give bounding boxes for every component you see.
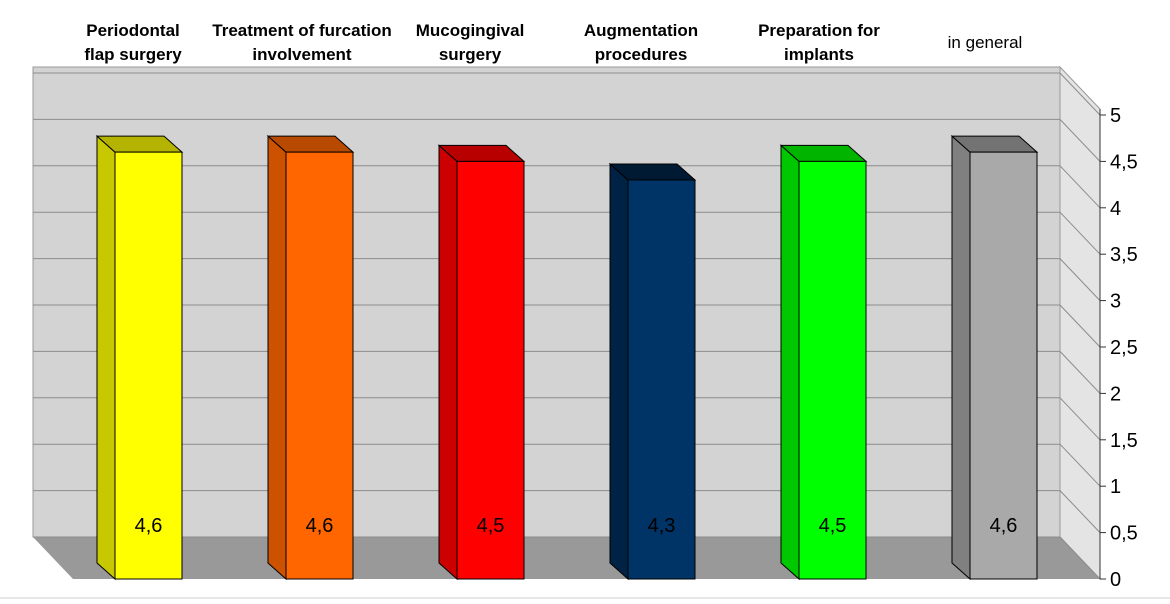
category-label-line: Preparation for [758,21,880,40]
chart-floor [33,537,1100,579]
category-label: Mucogingival surgery [416,21,525,64]
y-axis: 0 0,5 1 1,5 2 2,5 3 3,5 4 4,5 5 [0,105,1170,599]
bar-side [267,135,287,581]
y-tick-label: 2,5 [1110,337,1138,359]
bar-front [114,151,183,580]
y-tick-label: 3 [1110,291,1121,313]
gridlines [33,72,1101,580]
data-label: 4,6 [990,515,1018,537]
bar-front [285,151,354,580]
bar-side [609,162,629,581]
category-label-line: implants [784,45,854,64]
category-label-line: Augmentation [584,21,698,40]
y-tick-label: 4 [1110,198,1121,220]
category-label-line: flap surgery [84,45,182,64]
y-tick-label: 4,5 [1110,151,1138,173]
bar-side [96,135,116,581]
chart-back-wall [32,66,1061,538]
y-tick-label: 1 [1110,476,1121,498]
y-tick-label: 5 [1110,105,1121,127]
data-label: 4,5 [819,515,847,537]
gridline-side [1059,304,1101,348]
category-label: Augmentation procedures [584,21,698,64]
gridline-side [1059,119,1101,162]
bar: 4,5 [437,144,526,581]
category-label-line: Treatment of furcation [212,21,391,40]
category-label-line: Periodontal [86,21,180,40]
y-tick-label: 3,5 [1110,244,1138,266]
bar-side [951,135,971,581]
category-label-line: surgery [439,45,502,64]
category-label: Periodontal flap surgery [84,21,182,64]
bar-front [627,179,696,580]
y-tick-label: 0,5 [1110,523,1138,545]
bars: 4,6 4,6 4,5 4,3 4,5 4,6 [95,135,1039,581]
bar: 4,3 [608,162,697,581]
y-tick-label: 1,5 [1110,430,1138,452]
bar-side [780,144,800,581]
data-label: 4,6 [135,515,163,537]
gridline-side [1059,397,1101,441]
chart-side-wall [1059,65,1101,581]
bar-side [438,144,458,581]
category-label: in general [948,33,1023,52]
category-label: Preparation for implants [758,21,880,64]
category-label-line: in general [948,33,1023,52]
gridline-side [1059,536,1101,580]
bar-front [456,160,525,580]
gridline-side [1059,211,1101,255]
bar-front [969,151,1038,580]
bar: 4,6 [95,135,184,581]
data-label: 4,3 [648,515,676,537]
category-labels: Periodontal flap surgery Treatment of furc… [84,21,1022,64]
data-label: 4,5 [477,515,505,537]
gridline-side [1059,258,1101,301]
category-label-line: Mucogingival [416,21,525,40]
category-label-line: procedures [595,45,688,64]
gridline-side [1059,443,1101,487]
y-tick-label: 0 [1110,569,1121,591]
gridline-side [1059,490,1101,533]
gridline-side [1059,72,1101,116]
gridline-side [1059,165,1101,209]
category-label-line: involvement [252,45,352,64]
bar: 4,6 [266,135,355,581]
y-tick-label: 2 [1110,383,1121,405]
bar-front [798,160,867,580]
gridline-side [1059,351,1101,394]
bar: 4,5 [779,144,868,581]
category-label: Treatment of furcation involvement [212,21,391,64]
data-label: 4,6 [306,515,334,537]
bar: 4,6 [950,135,1039,581]
